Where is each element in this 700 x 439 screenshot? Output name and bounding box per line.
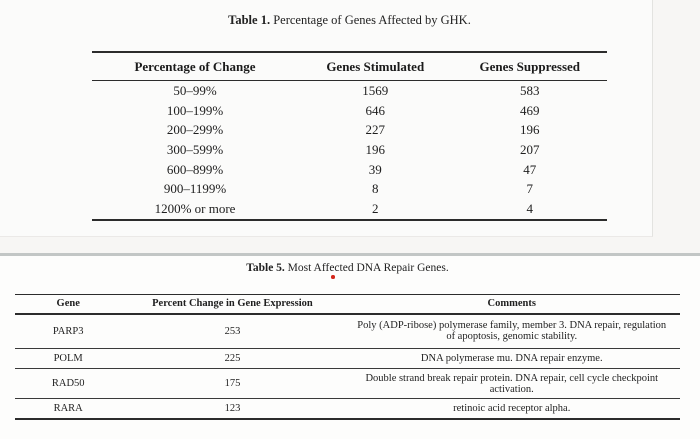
table1-cell-suppressed: 469 (520, 102, 540, 118)
screenshot-seam-divider (0, 253, 700, 256)
table-row: 1200% or more 2 4 (92, 199, 607, 219)
table5: Gene Percent Change in Gene Expression C… (15, 294, 680, 420)
table1-caption-text: Percentage of Genes Affected by GHK. (270, 13, 471, 27)
table-row: 600–899% 39 47 (92, 160, 607, 180)
table1-header-genes-suppressed: Genes Suppressed (479, 58, 581, 74)
table-row: POLM 225 DNA polymerase mu. DNA repair e… (15, 349, 680, 369)
table-row: RAD50 175 Double strand break repair pro… (15, 369, 680, 399)
table1-caption-label: Table 1. (228, 13, 271, 27)
table1-header-genes-stimulated: Genes Stimulated (326, 58, 425, 74)
table1-caption: Table 1. Percentage of Genes Affected by… (92, 13, 607, 28)
table5-cell-comments: Double strand break repair protein. DNA … (365, 372, 659, 395)
table5-cell-gene: POLM (53, 352, 83, 364)
table5-cell-gene: RARA (53, 402, 83, 414)
table1-cell-range: 600–899% (166, 161, 224, 177)
table5-cell-comments: Poly (ADP-ribose) polymerase family, mem… (357, 320, 667, 342)
table5-cell-percent: 225 (224, 352, 241, 364)
table5-cell-comments: retinoic acid receptor alpha. (453, 402, 571, 414)
red-annotation-dot (331, 275, 335, 279)
table1-cell-stimulated: 196 (365, 141, 386, 157)
table1-cell-suppressed: 583 (520, 82, 540, 98)
table5-cell-gene: PARP3 (52, 325, 84, 337)
table5-cell-percent: 175 (224, 378, 241, 389)
table-row: 100–199% 646 469 (92, 101, 607, 121)
table1-cell-suppressed: 4 (526, 200, 534, 216)
table5-caption-label: Table 5. (246, 262, 285, 274)
table1-cell-stimulated: 2 (372, 200, 379, 216)
table1-cell-suppressed: 47 (523, 161, 537, 177)
table5-cell-gene: RAD50 (51, 378, 85, 389)
table1-header-percentage-of-change: Percentage of Change (134, 58, 256, 74)
table1-cell-stimulated: 8 (372, 181, 379, 197)
table-row: 300–599% 196 207 (92, 140, 607, 160)
table-row: 50–99% 1569 583 (92, 81, 607, 101)
table5-header-percent-change: Percent Change in Gene Expression (152, 298, 313, 310)
table1-cell-range: 50–99% (173, 82, 217, 98)
table1-cell-range: 200–299% (166, 122, 224, 138)
table5-cell-comments: DNA polymerase mu. DNA repair enzyme. (420, 352, 603, 364)
table1-cell-range: 1200% or more (154, 200, 236, 216)
table-row: 200–299% 227 196 (92, 120, 607, 140)
table1: Percentage of Change Genes Stimulated Ge… (92, 51, 607, 221)
table1-cell-suppressed: 207 (520, 141, 540, 157)
table5-header-comments: Comments (487, 298, 536, 310)
table5-header-row: Gene Percent Change in Gene Expression C… (15, 295, 680, 315)
table1-cell-suppressed: 196 (520, 122, 540, 138)
table1-cell-stimulated: 227 (365, 122, 386, 138)
table1-cell-suppressed: 7 (526, 181, 534, 197)
paper-page-top (0, 0, 653, 237)
table1-header-row: Percentage of Change Genes Stimulated Ge… (92, 53, 607, 81)
table1-cell-range: 900–1199% (163, 181, 227, 197)
paper-page-bottom (0, 255, 700, 439)
table1-cell-stimulated: 39 (368, 161, 382, 177)
table5-cell-percent: 123 (224, 402, 241, 414)
table1-cell-stimulated: 646 (365, 102, 386, 118)
table-row: RARA 123 retinoic acid receptor alpha. (15, 399, 680, 420)
table5-header-gene: Gene (56, 298, 80, 310)
table1-cell-stimulated: 1569 (362, 82, 389, 98)
table1-cell-range: 100–199% (166, 102, 224, 118)
table-row: PARP3 253 Poly (ADP-ribose) polymerase f… (15, 315, 680, 349)
table5-caption: Table 5. Most Affected DNA Repair Genes. (15, 262, 680, 275)
table5-cell-percent: 253 (224, 325, 241, 337)
table5-caption-text: Most Affected DNA Repair Genes. (284, 262, 449, 274)
table-row: 900–1199% 8 7 (92, 179, 607, 199)
table1-cell-range: 300–599% (166, 141, 224, 157)
